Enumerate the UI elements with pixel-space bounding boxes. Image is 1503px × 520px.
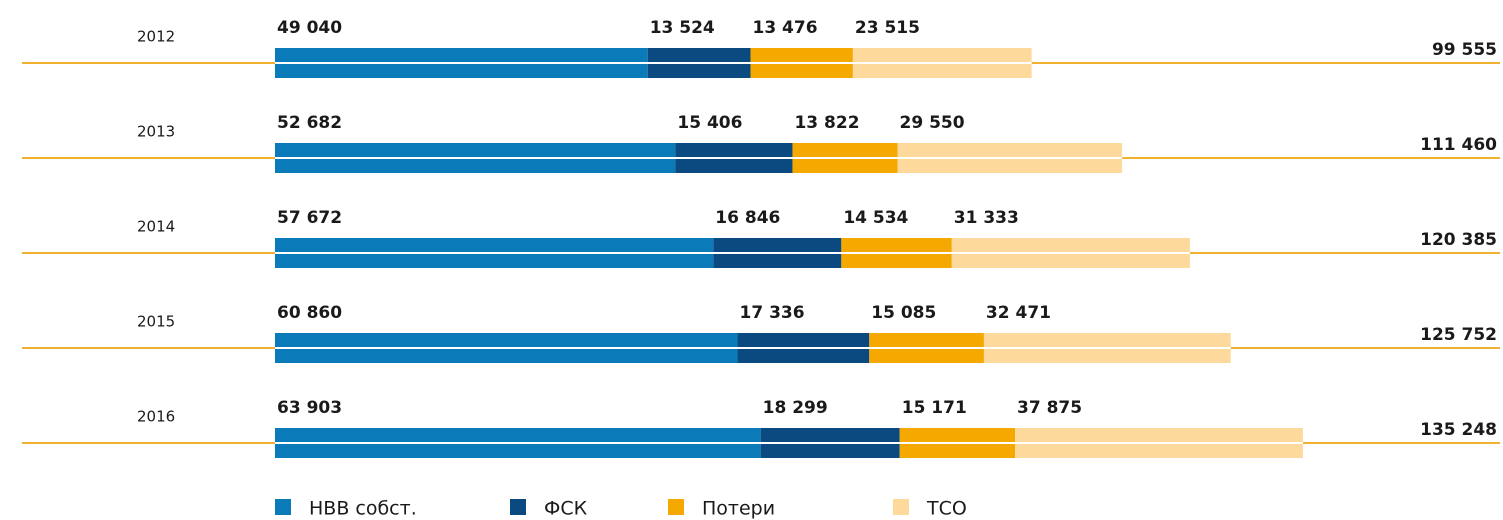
value-label: 37 875 xyxy=(1017,398,1082,418)
year-label: 2015 xyxy=(137,313,175,331)
value-label: 49 040 xyxy=(277,18,342,38)
value-label: 13 476 xyxy=(752,18,817,38)
value-label: 16 846 xyxy=(715,208,780,228)
legend-swatch xyxy=(893,499,909,515)
year-label: 2013 xyxy=(137,123,175,141)
value-label: 32 471 xyxy=(986,303,1051,323)
value-label: 13 822 xyxy=(794,113,859,133)
value-label: 57 672 xyxy=(277,208,342,228)
value-label: 15 406 xyxy=(677,113,742,133)
value-label: 60 860 xyxy=(277,303,342,323)
value-label: 15 085 xyxy=(871,303,936,323)
legend-label: ТСО xyxy=(926,498,967,520)
total-label: 120 385 xyxy=(1420,230,1497,250)
legend-swatch xyxy=(510,499,526,515)
year-label: 2016 xyxy=(137,408,175,426)
total-label: 135 248 xyxy=(1420,420,1497,440)
value-label: 17 336 xyxy=(740,303,805,323)
total-label: 125 752 xyxy=(1420,325,1497,345)
year-label: 2014 xyxy=(137,218,175,236)
legend-swatch xyxy=(668,499,684,515)
value-label: 29 550 xyxy=(900,113,965,133)
value-label: 18 299 xyxy=(763,398,828,418)
legend-label: НВВ собст. xyxy=(309,498,417,520)
total-label: 111 460 xyxy=(1420,135,1497,155)
legend-label: ФСК xyxy=(544,498,588,520)
value-label: 63 903 xyxy=(277,398,342,418)
value-label: 15 171 xyxy=(902,398,967,418)
legend-label: Потери xyxy=(702,498,775,520)
year-label: 2012 xyxy=(137,28,175,46)
legend-swatch xyxy=(275,499,291,515)
value-label: 14 534 xyxy=(843,208,908,228)
value-label: 52 682 xyxy=(277,113,342,133)
value-label: 23 515 xyxy=(855,18,920,38)
value-label: 31 333 xyxy=(954,208,1019,228)
total-label: 99 555 xyxy=(1432,40,1497,60)
value-label: 13 524 xyxy=(650,18,715,38)
